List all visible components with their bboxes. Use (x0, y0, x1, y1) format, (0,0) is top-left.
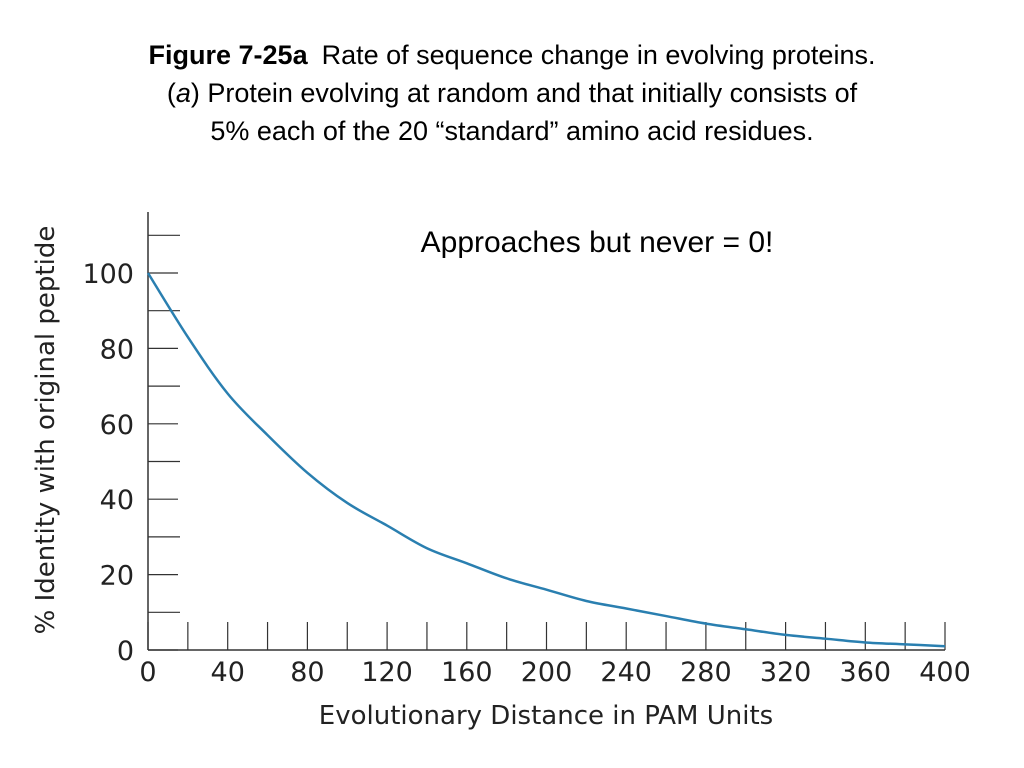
x-tick-label: 320 (760, 657, 812, 688)
y-axis-title: % Identity with original peptide (31, 226, 61, 635)
figure-label: Figure 7-25a (148, 40, 308, 70)
y-tick-label: 40 (100, 485, 134, 516)
y-tick-label: 0 (117, 636, 134, 667)
x-tick-label: 0 (139, 657, 156, 688)
figure-caption: Figure 7-25a Rate of sequence change in e… (0, 36, 1024, 150)
caption-paren-open: ( (166, 78, 176, 108)
caption-line-1: Figure 7-25a Rate of sequence change in e… (0, 36, 1024, 74)
x-tick-label: 120 (361, 657, 413, 688)
chart-annotation: Approaches but never = 0! (421, 226, 774, 259)
caption-line-2-text: ) Protein evolving at random and that in… (190, 78, 858, 108)
x-tick-label: 360 (840, 657, 892, 688)
x-tick-label: 80 (290, 657, 324, 688)
x-tick-label: 400 (919, 657, 971, 688)
caption-line-3: 5% each of the 20 “standard” amino acid … (210, 116, 814, 146)
identity-curve (146, 272, 946, 648)
x-tick-label: 280 (680, 657, 732, 688)
axes: 0 20 40 60 80 100 0 40 80 120 160 200 240 280 320 360 40… (82, 212, 971, 688)
x-tick-label: 200 (521, 657, 573, 688)
y-tick-label: 80 (100, 334, 134, 365)
caption-line-2: (a) Protein evolving at random and that … (0, 74, 1024, 112)
y-tick-label: 100 (82, 259, 134, 290)
caption-title: Rate of sequence change in evolving prot… (321, 40, 876, 70)
x-tick-label: 240 (600, 657, 652, 688)
x-axis-title: Evolutionary Distance in PAM Units (319, 701, 773, 731)
x-tick-label: 160 (441, 657, 493, 688)
y-tick-label: 60 (100, 410, 134, 441)
y-tick-label: 20 (100, 561, 134, 592)
caption-part-letter: a (175, 78, 191, 108)
x-tick-label: 40 (211, 657, 245, 688)
